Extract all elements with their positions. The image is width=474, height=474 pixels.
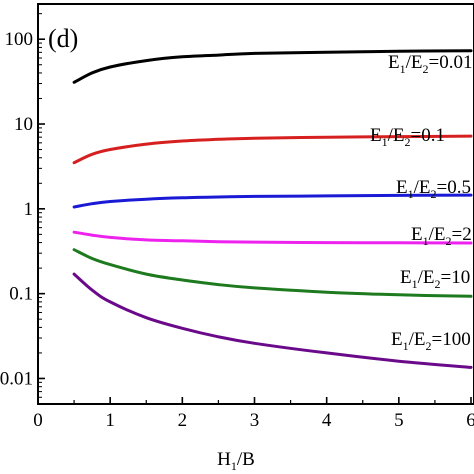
series-label: E1/E2=0.5 [396,177,471,201]
x-tick-label: 2 [178,410,188,431]
y-tick-label: 100 [5,29,34,50]
y-tick-label: 0.01 [0,368,33,389]
x-tick-label: 3 [250,410,260,431]
series-line [72,230,473,245]
y-tick-label: 10 [14,114,33,135]
series-labels: E1/E2=0.01 E1/E2=0.1 E1/E2=0.5 E1/E2=2 E1/E2… [370,52,472,353]
series-line [72,272,473,369]
x-tick-label: 5 [394,410,404,431]
axis-ticks: 0 1 2 3 4 5 6 0.01 0.1 1 10 100 [0,13,474,431]
series-label: E1/E2=100 [391,329,471,353]
series-label: E1/E2=2 [411,224,472,248]
x-tick-label: 1 [105,410,115,431]
y-tick-label: 1 [24,199,34,220]
x-tick-label: 0 [33,410,43,431]
series-lines [72,49,473,369]
x-tick-label: 4 [322,410,332,431]
series-line [72,49,473,84]
x-axis-title: H1/B [217,449,255,473]
panel-label: (d) [48,24,78,53]
series-label: E1/E2=0.1 [370,125,445,149]
series-line [72,248,473,298]
series-label: E1/E2=10 [400,267,470,291]
y-tick-label: 0.1 [9,284,33,305]
plot-frame [37,3,474,405]
series-line [72,134,473,165]
series-line [72,193,473,209]
series-label: E1/E2=0.01 [388,52,472,76]
x-tick-label: 6 [466,410,474,431]
